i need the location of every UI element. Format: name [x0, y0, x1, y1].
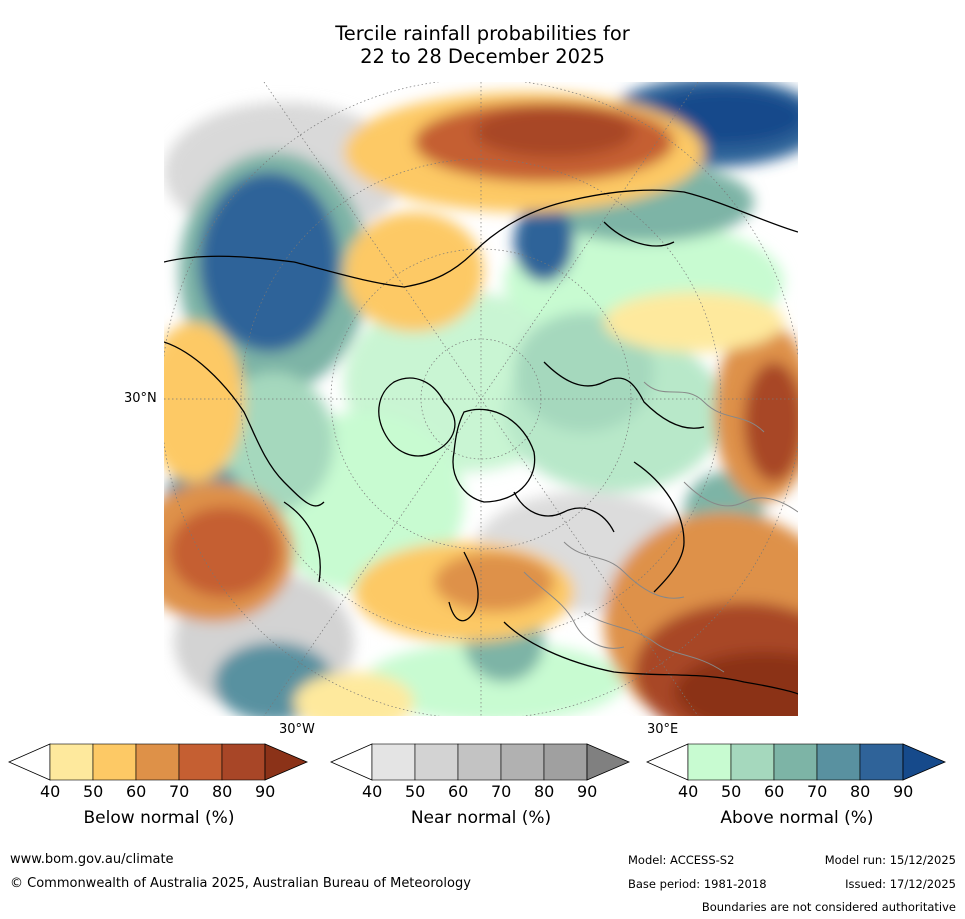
colorbar-segment	[730, 743, 775, 781]
colorbar-near-normal	[330, 743, 631, 781]
footer-model: Model: ACCESS-S2	[628, 853, 735, 867]
colorbar-segment	[773, 743, 818, 781]
coastlines	[164, 189, 798, 695]
colorbar-segment	[414, 743, 459, 781]
colorbar-segment	[500, 743, 545, 781]
colorbar-tick-label: 60	[764, 782, 785, 801]
colorbar-segment	[543, 743, 588, 781]
footer-model-run: Model run: 15/12/2025	[824, 853, 956, 867]
polar-rainfall-map	[164, 82, 798, 716]
colorbar-segment	[859, 743, 904, 781]
colorbar-segment	[49, 743, 94, 781]
graticule	[164, 82, 798, 716]
colorbar-tick-label: 40	[678, 782, 699, 801]
colorbar-extend-high	[902, 743, 947, 781]
colorbar-tick-label: 80	[534, 782, 555, 801]
latitude-label-30n: 30°N	[124, 391, 157, 406]
colorbar-below-normal	[8, 743, 309, 781]
footer-issued: Issued: 17/12/2025	[845, 877, 956, 891]
colorbar-segment	[92, 743, 137, 781]
colorbar-above-title: Above normal (%)	[720, 808, 874, 828]
colorbar-tick-label: 50	[721, 782, 742, 801]
title-line-1: Tercile rainfall probabilities for	[335, 22, 630, 45]
colorbar-extend-low	[646, 743, 689, 781]
colorbar-tick-label: 70	[169, 782, 190, 801]
footer-base-period: Base period: 1981-2018	[628, 877, 767, 891]
longitude-label-30w: 30°W	[279, 722, 315, 737]
colorbar-tick-label: 60	[126, 782, 147, 801]
footer-disclaimer: Boundaries are not considered authoritat…	[701, 900, 956, 914]
colorbar-tick-label: 50	[83, 782, 104, 801]
colorbar-tick-label: 60	[448, 782, 469, 801]
country-borders	[523, 381, 798, 673]
colorbar-extend-low	[8, 743, 51, 781]
colorbar-tick-label: 70	[807, 782, 828, 801]
colorbar-extend-high	[586, 743, 631, 781]
colorbar-segment	[457, 743, 502, 781]
colorbar-tick-label: 90	[255, 782, 276, 801]
colorbar-tick-label: 50	[405, 782, 426, 801]
footer-copyright: © Commonwealth of Australia 2025, Austra…	[10, 876, 471, 891]
colorbar-tick-label: 40	[362, 782, 383, 801]
colorbar-segment	[221, 743, 266, 781]
colorbar-tick-label: 70	[491, 782, 512, 801]
colorbar-tick-label: 40	[40, 782, 61, 801]
colorbar-segment	[816, 743, 861, 781]
colorbar-tick-label: 90	[577, 782, 598, 801]
longitude-label-30e: 30°E	[647, 722, 679, 737]
colorbar-below-title: Below normal (%)	[83, 808, 235, 828]
colorbar-segment	[135, 743, 180, 781]
colorbar-near-title: Near normal (%)	[410, 808, 552, 828]
footer-url: www.bom.gov.au/climate	[10, 852, 174, 867]
colorbar-segment	[178, 743, 223, 781]
colorbar-above-normal	[646, 743, 947, 781]
probability-fields	[164, 82, 798, 716]
colorbar-segment	[687, 743, 732, 781]
colorbar-extend-low	[330, 743, 373, 781]
colorbar-extend-high	[264, 743, 309, 781]
colorbar-tick-label: 90	[893, 782, 914, 801]
colorbar-tick-label: 80	[850, 782, 871, 801]
colorbar-tick-label: 80	[212, 782, 233, 801]
colorbar-segment	[371, 743, 416, 781]
map-title: Tercile rainfall probabilities for 22 to…	[0, 22, 965, 68]
title-line-2: 22 to 28 December 2025	[360, 45, 605, 68]
